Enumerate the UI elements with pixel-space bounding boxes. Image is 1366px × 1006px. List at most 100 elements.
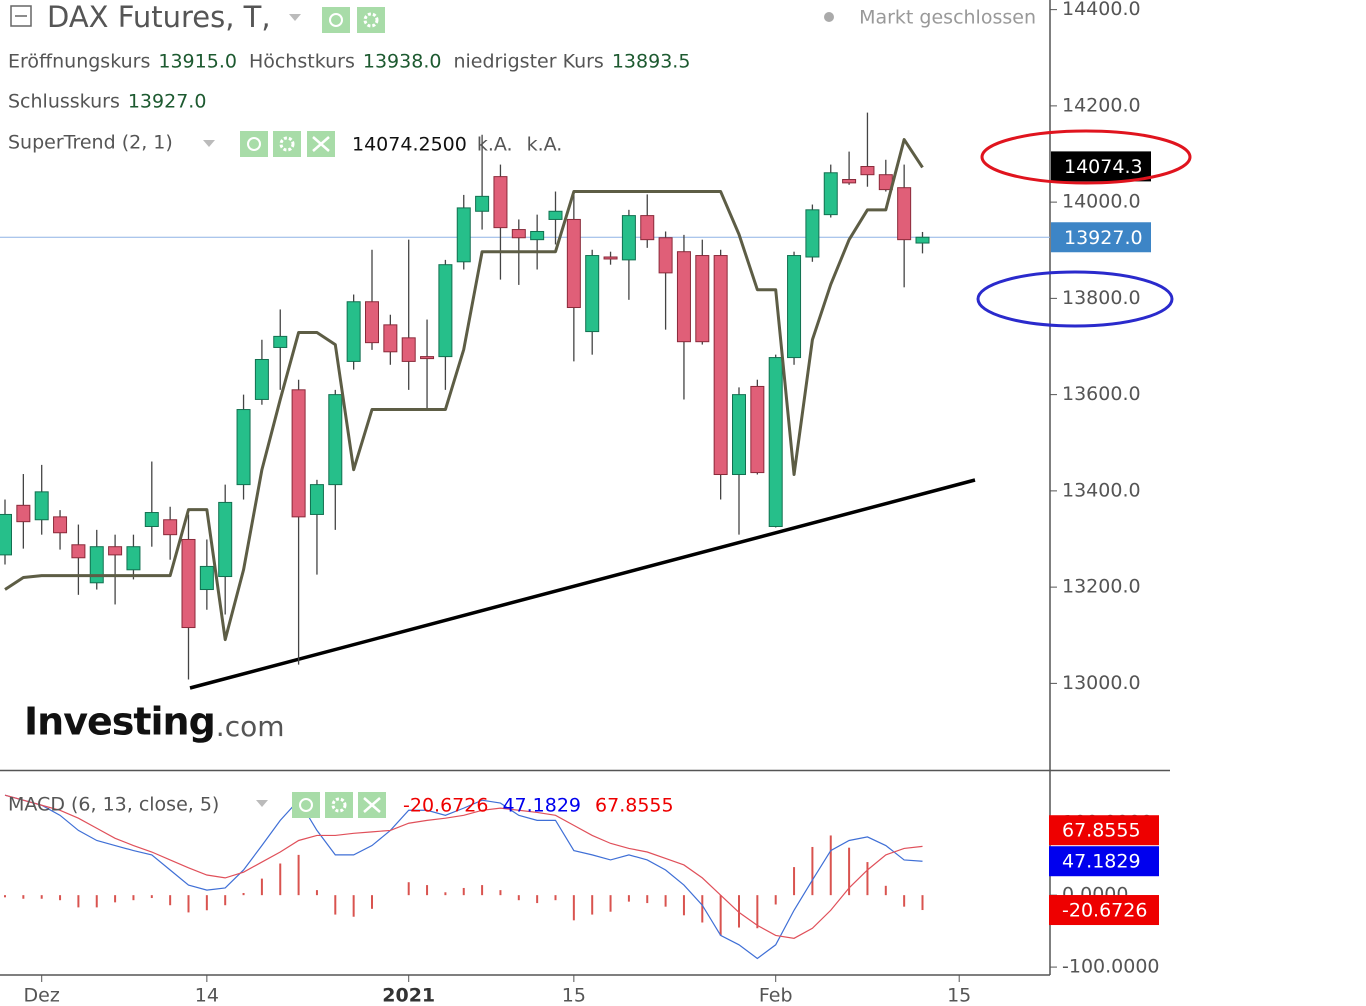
macd-label: -20.6726	[1062, 900, 1147, 922]
gear-icon[interactable]	[325, 792, 353, 818]
eye-icon[interactable]	[292, 792, 320, 818]
legend-value: 47.1829	[502, 795, 581, 817]
y-tick-label: 13000.0	[1062, 672, 1141, 694]
candle-body	[144, 512, 159, 527]
macd-label-box	[1049, 895, 1159, 926]
price-label: 13927.0	[1064, 227, 1143, 249]
indicator-icons[interactable]	[240, 131, 335, 157]
legend-text: Eröffnungskurs	[8, 51, 150, 73]
candle-body	[346, 301, 361, 362]
x-tick-label: Dez	[24, 985, 60, 1006]
candle-body	[732, 394, 746, 476]
y-tick-label: 14400.0	[1062, 0, 1141, 20]
price-pane	[0, 112, 1050, 680]
legend-text: Schlusskurs	[8, 91, 120, 113]
candle-body	[585, 255, 600, 333]
candle-body	[640, 215, 655, 241]
candle-body	[475, 195, 490, 212]
x-tick-label: Feb	[759, 985, 793, 1006]
dropdown-caret[interactable]	[203, 140, 215, 147]
candle-body	[438, 264, 453, 358]
candle-body	[511, 229, 526, 239]
gear-icon[interactable]	[273, 131, 301, 157]
candle-body	[658, 237, 673, 274]
legend-value: 67.8555	[595, 795, 674, 817]
remove-icon-x	[312, 136, 330, 152]
eye-icon[interactable]	[240, 131, 268, 157]
candle-body	[768, 357, 783, 527]
chart-title: DAX Futures, T,	[47, 0, 271, 34]
highlight-ellipse	[976, 270, 1174, 328]
candle-body	[291, 389, 306, 518]
y-tick-label: -100.0000	[1062, 956, 1160, 978]
eye-icon-ring	[329, 13, 343, 27]
x-tick-label: 15	[947, 985, 971, 1006]
x-tick-label: 15	[562, 985, 586, 1006]
eye-icon-ring	[299, 798, 313, 812]
candle-body	[273, 335, 288, 348]
status-dot	[824, 12, 834, 22]
candle-body	[805, 209, 820, 258]
legend-text: 13893.5	[612, 51, 691, 73]
legend-text: Höchstkurs	[249, 51, 355, 73]
candle-body	[750, 385, 765, 474]
candle-body	[89, 546, 104, 584]
macd-icons[interactable]	[292, 792, 386, 818]
candle-body	[383, 324, 398, 353]
market-status: Markt geschlossen	[859, 7, 1036, 29]
price-label-box	[1051, 151, 1151, 182]
collapse-box[interactable]	[10, 5, 32, 27]
candle-body	[897, 187, 912, 241]
candle-body	[16, 504, 31, 523]
title-icons[interactable]	[322, 7, 385, 33]
candle-body	[548, 210, 563, 220]
price-label: 14074.3	[1064, 156, 1143, 178]
candle-body	[309, 484, 324, 515]
candle-body	[420, 356, 435, 360]
legend-text: 13915.0	[158, 51, 237, 73]
supertrend-line	[4, 138, 924, 642]
logo-brand: Investing	[24, 700, 215, 744]
macd-line	[4, 794, 923, 939]
legend-text: k.A.	[477, 134, 513, 156]
y-tick-label: 14200.0	[1062, 94, 1141, 116]
macd-label-box	[1049, 815, 1159, 846]
macd-line	[4, 794, 923, 960]
candle-body	[860, 166, 875, 176]
gear-icon[interactable]	[357, 7, 385, 33]
candle-body	[676, 251, 691, 343]
x-tick-label: 2021	[382, 985, 435, 1006]
candle-body	[915, 236, 930, 244]
dropdown-caret[interactable]	[289, 14, 301, 21]
candle-body	[163, 519, 178, 536]
candle-body	[126, 546, 141, 571]
candle-body	[713, 255, 728, 476]
y-tick-label: 14000.0	[1062, 191, 1141, 213]
candle-body	[236, 409, 251, 486]
indicator-name: MACD (6, 13, close, 5)	[8, 794, 219, 816]
candle-body	[842, 179, 857, 184]
highlight-ellipse	[980, 129, 1192, 185]
candle-body	[254, 358, 269, 400]
candle-body	[181, 538, 196, 629]
overlays: 14074.3 13927.0 -20.6726 47.1829 67.8555	[1049, 151, 1159, 926]
dropdown-caret[interactable]	[256, 800, 268, 807]
candle-body	[53, 516, 68, 534]
legend-text: 13938.0	[363, 51, 442, 73]
candle-body	[456, 207, 471, 263]
eye-icon-ring	[247, 137, 261, 151]
legend-text: niedrigster Kurs	[453, 51, 603, 73]
eye-icon[interactable]	[322, 7, 350, 33]
gear-icon-ring	[331, 797, 347, 813]
candle-body	[365, 301, 379, 344]
candle-body	[108, 546, 123, 556]
legend-text: 13927.0	[128, 91, 207, 113]
candle-body	[218, 501, 233, 578]
axes: 13000.0 13200.0 13400.0 13600.0 13800.0 14000…	[24, 0, 1160, 1006]
y-tick-label: 13800.0	[1062, 287, 1141, 309]
candle-body	[0, 513, 12, 556]
y-tick-label: 13200.0	[1062, 576, 1141, 598]
remove-icon-x	[363, 797, 381, 813]
